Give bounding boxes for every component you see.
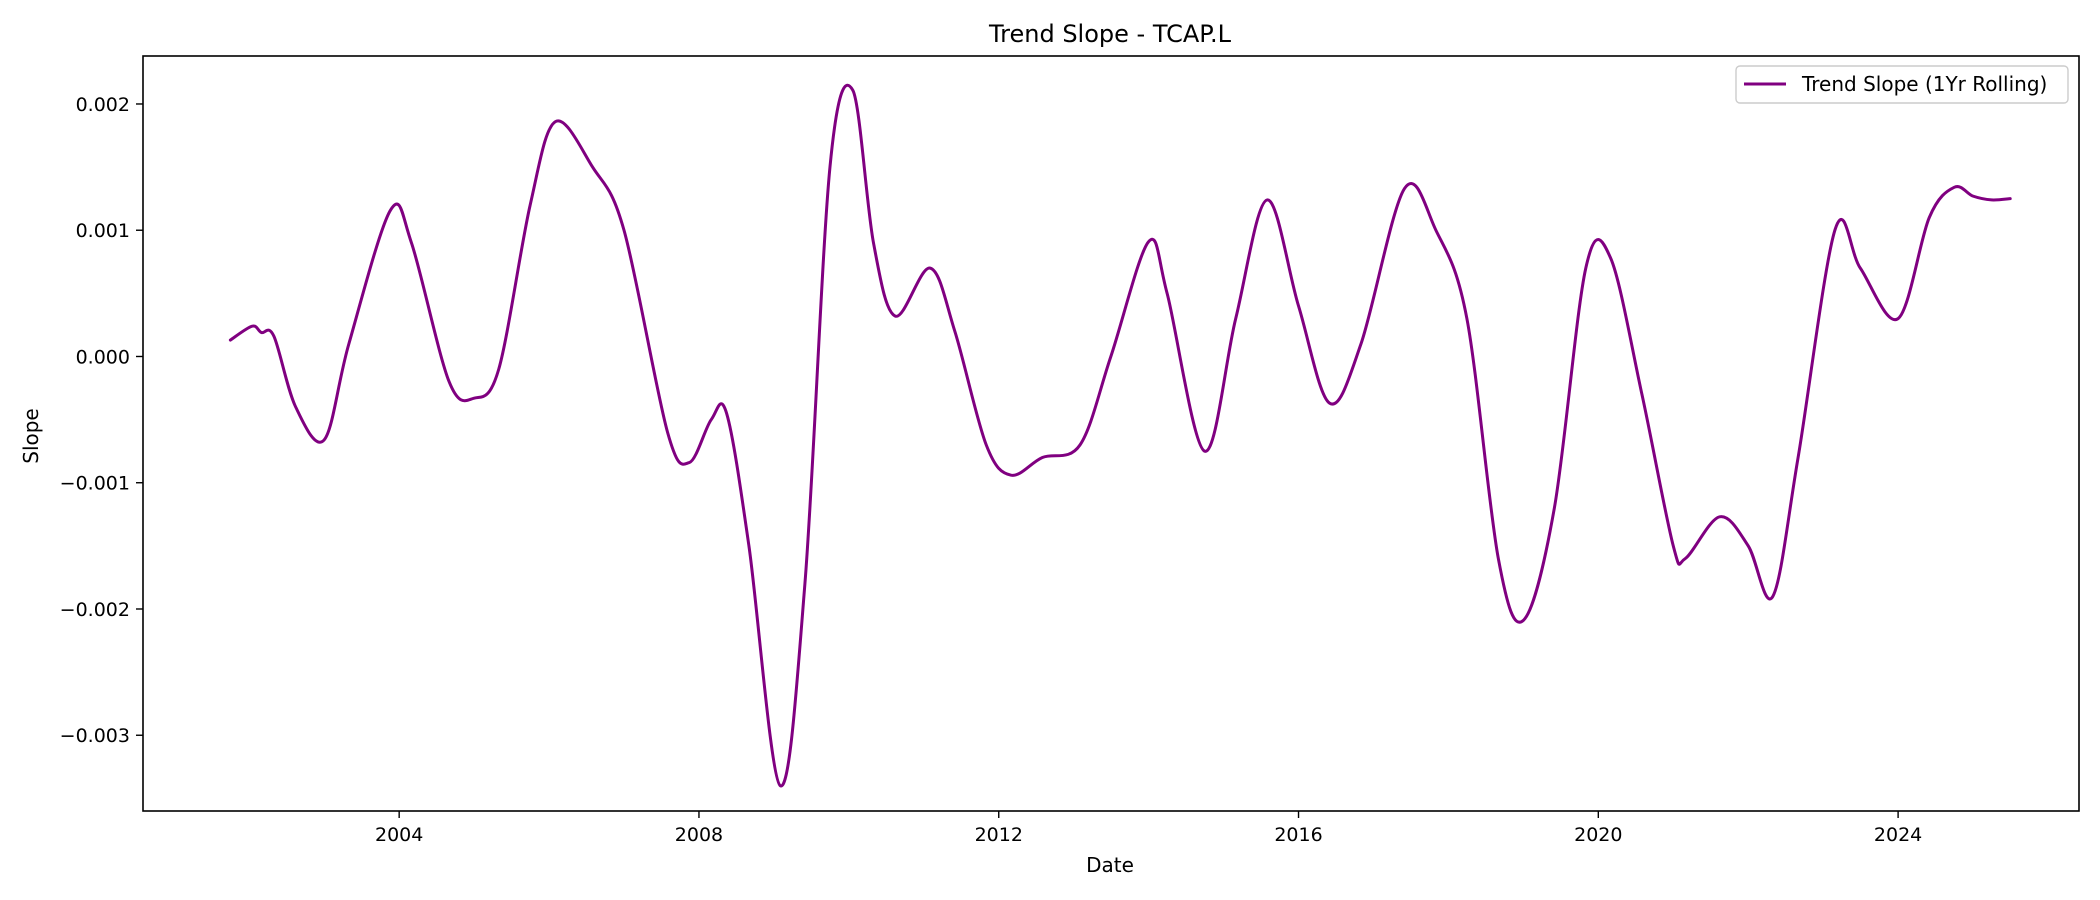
series-line (228, 83, 2012, 788)
y-tick-label: 0.002 (76, 94, 130, 116)
y-axis: −0.003 −0.002 −0.001 0.000 0.001 0.002 (60, 94, 143, 747)
x-tick-label: 2020 (1574, 824, 1622, 846)
y-tick-label: 0.000 (76, 346, 130, 368)
x-tick-label: 2024 (1874, 824, 1922, 846)
y-tick-label: −0.003 (60, 725, 130, 747)
x-axis: 2004 2008 2012 2016 2020 2024 (375, 811, 1922, 846)
legend-box (1735, 65, 2069, 104)
y-axis-label: Slope (19, 408, 43, 464)
y-tick-label: −0.002 (60, 599, 130, 621)
plot-area (142, 55, 2080, 812)
legend: Trend Slope (1Yr Rolling) (1735, 65, 2069, 104)
y-tick-label: −0.001 (60, 473, 130, 495)
plot-frame (142, 55, 2080, 812)
x-tick-label: 2008 (675, 824, 723, 846)
y-tick-label: 0.001 (76, 220, 130, 242)
x-tick-label: 2012 (975, 824, 1023, 846)
chart-title: Trend Slope - TCAP.L (988, 20, 1232, 48)
legend-label: Trend Slope (1Yr Rolling) (1801, 72, 2047, 96)
x-tick-label: 2016 (1274, 824, 1322, 846)
x-axis-label: Date (1086, 853, 1134, 877)
x-tick-label: 2004 (375, 824, 423, 846)
